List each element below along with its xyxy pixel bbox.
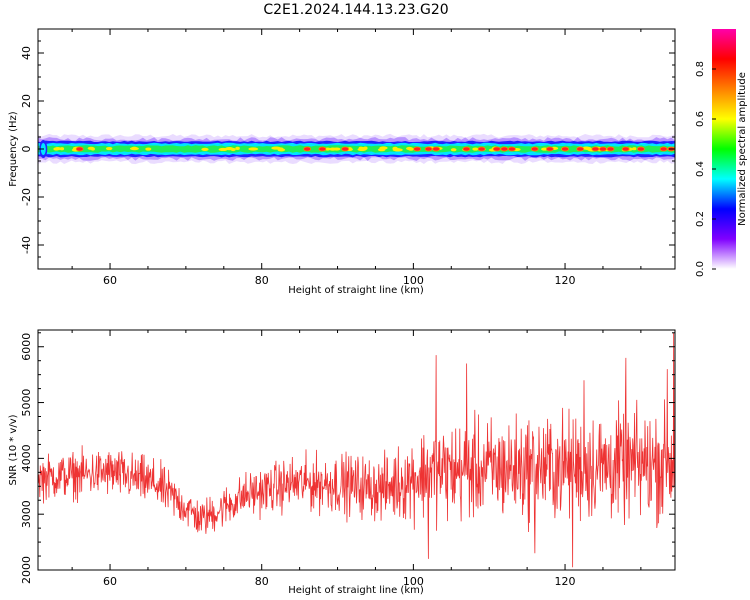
- snr-frame: [37, 329, 676, 571]
- band-yellow-spot: [363, 146, 368, 150]
- spectrogram-y-label: Frequency (Hz): [8, 111, 19, 187]
- y-tick-label: 3000: [20, 500, 33, 528]
- band-peak: [576, 146, 585, 152]
- band-peak: [318, 146, 327, 152]
- spectrogram-y-ticks: 40 20 0 -20 -40: [20, 28, 675, 270]
- band-peak: [591, 146, 600, 152]
- colorbar-tick-label: 0.2: [695, 211, 706, 227]
- band-yellow-spot: [585, 147, 592, 151]
- band-peak: [606, 146, 615, 152]
- band-peak: [462, 146, 471, 152]
- colorbar-tick-label: 0.4: [695, 161, 706, 177]
- y-tick-label: -20: [20, 188, 33, 206]
- band-peak: [341, 146, 350, 152]
- y-tick-label: 2000: [20, 556, 33, 584]
- band-peak: [561, 146, 569, 152]
- spectrogram-peaks: [53, 146, 676, 152]
- band-yellow-spot: [632, 147, 637, 151]
- x-tick-label: 100: [403, 274, 424, 287]
- y-tick-label: 5000: [20, 389, 33, 417]
- x-tick-label: 60: [103, 575, 117, 588]
- band-yellow-spot: [235, 146, 240, 150]
- colorbar-gradient: [712, 29, 736, 269]
- band-yellow-spot: [379, 146, 388, 150]
- colorbar-tick-label: 0.0: [695, 261, 706, 277]
- band-yellow-spot: [406, 146, 413, 151]
- snr-panel: 60 80 100 120 2000 3000 4000 5000 6000 Height o…: [8, 329, 676, 596]
- band-peak: [477, 146, 486, 152]
- colorbar-tick-label: 0.8: [695, 61, 706, 77]
- band-yellow-spot: [248, 147, 259, 151]
- band-peak: [530, 146, 539, 152]
- x-tick-label: 80: [255, 575, 269, 588]
- band-yellow-spot: [358, 146, 364, 150]
- x-tick-label: 100: [403, 575, 424, 588]
- band-peak: [599, 146, 607, 152]
- band-peak: [432, 146, 441, 152]
- snr-y-ticks: 2000 3000 4000 5000 6000: [20, 332, 675, 584]
- spectrogram-panel: 60 80 100 120 40 20 0 -20 -40 Height of straigh…: [8, 28, 676, 296]
- band-yellow-spot: [392, 146, 398, 150]
- y-tick-label: 0: [20, 146, 33, 153]
- band-yellow-spot: [332, 147, 341, 151]
- colorbar-label: Normalized spectral amplitude: [737, 72, 748, 226]
- band-yellow-spot: [145, 147, 152, 151]
- band-peak: [500, 146, 509, 152]
- snr-x-ticks: 60 80 100 120: [71, 330, 642, 588]
- band-peak: [545, 146, 554, 152]
- x-tick-label: 80: [255, 274, 269, 287]
- y-tick-label: 40: [20, 46, 33, 60]
- band-yellow-spot: [129, 147, 139, 151]
- y-tick-label: -40: [20, 236, 33, 254]
- band-yellow-spot: [90, 147, 95, 151]
- band-yellow-spot: [53, 147, 60, 151]
- band-peak: [413, 146, 422, 152]
- band-peak: [621, 146, 630, 152]
- spectrogram-x-label: Height of straight line (km): [288, 285, 424, 296]
- snr-series-line: [38, 332, 675, 568]
- band-peak: [659, 146, 668, 152]
- band-yellow-spot: [230, 147, 236, 152]
- band-yellow-spot: [324, 147, 331, 151]
- colorbar: 0.0 0.2 0.4 0.6 0.8 Normalized spectral ampl…: [695, 29, 748, 277]
- band-yellow-spot: [59, 147, 65, 151]
- colorbar-ticks: 0.0 0.2 0.4 0.6 0.8: [695, 61, 716, 277]
- band-peak: [303, 146, 312, 152]
- spectrogram-x-ticks: 60 80 100 120: [71, 29, 642, 287]
- band-yellow-spot: [201, 147, 209, 151]
- band-peak: [75, 146, 84, 152]
- y-tick-label: 4000: [20, 444, 33, 472]
- band-yellow-spot: [278, 147, 284, 151]
- band-peak: [492, 146, 501, 152]
- band-yellow-spot: [472, 147, 479, 151]
- x-tick-label: 120: [555, 575, 576, 588]
- snr-y-label: SNR (10 * v/v): [8, 414, 19, 485]
- snr-x-label: Height of straight line (km): [288, 585, 424, 596]
- x-tick-label: 120: [555, 274, 576, 287]
- band-peak: [424, 146, 433, 152]
- chart-title: C2E1.2024.144.13.23.G20: [263, 2, 448, 18]
- band-peak: [636, 146, 645, 152]
- band-yellow-spot: [450, 148, 457, 152]
- colorbar-tick-label: 0.6: [695, 111, 706, 127]
- band-yellow-spot: [105, 146, 113, 151]
- x-tick-label: 60: [103, 274, 117, 287]
- band-peak: [508, 146, 516, 152]
- y-tick-label: 6000: [20, 333, 33, 361]
- y-tick-label: 20: [20, 94, 33, 108]
